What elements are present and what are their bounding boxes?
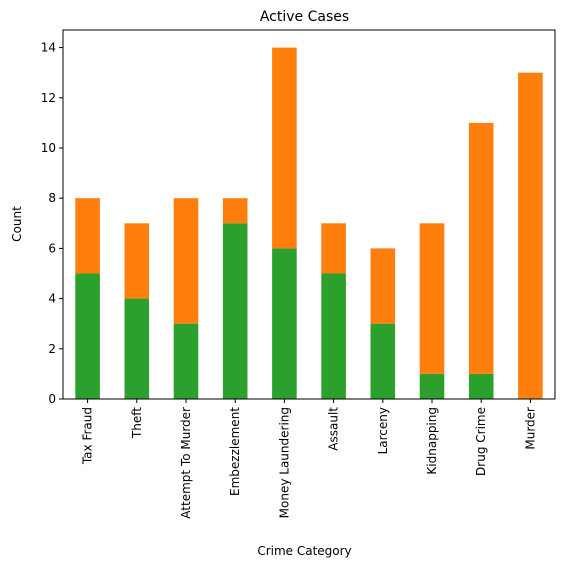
bar-segment-1	[173, 323, 199, 399]
x-tick-label: Attempt To Murder	[179, 407, 193, 519]
bar-segment-2	[468, 122, 494, 374]
bar-segment-1	[468, 373, 494, 399]
bar-segment-2	[75, 198, 100, 274]
x-tick-label: Theft	[130, 407, 144, 439]
x-tick-label: Tax Fraud	[81, 407, 95, 465]
x-tick-label: Money Laundering	[277, 407, 291, 518]
y-tick-label: 0	[48, 392, 56, 406]
bar-segment-2	[419, 223, 445, 374]
bar-segment-2	[272, 47, 297, 249]
bar-segment-1	[124, 298, 150, 399]
x-tick-label: Drug Crime	[474, 407, 488, 476]
y-tick-label: 8	[48, 191, 56, 205]
chart-title: Active Cases	[260, 9, 349, 25]
bar-segment-2	[321, 223, 346, 274]
x-tick-label: Assault	[327, 407, 341, 451]
bar-segment-1	[272, 248, 297, 399]
bar-segment-2	[370, 248, 396, 324]
bar-segment-2	[222, 198, 248, 224]
y-tick-label: 2	[48, 342, 56, 356]
x-tick-label: Embezzlement	[228, 407, 242, 496]
y-tick-label: 4	[48, 292, 56, 306]
bar-segment-1	[222, 223, 248, 399]
x-tick-label: Larceny	[376, 407, 390, 454]
bar-segment-2	[124, 223, 150, 299]
plot-frame	[62, 29, 556, 400]
bar-segment-1	[370, 323, 396, 399]
y-axis-ticks: 0 2 4 6 8 10 12 14	[41, 41, 63, 406]
x-axis-ticks: Tax Fraud Theft Attempt To Murder Embezzlem…	[81, 399, 537, 519]
y-tick-label: 6	[48, 241, 56, 255]
bar-segment-1	[419, 373, 445, 399]
x-tick-label: Kidnapping	[425, 407, 439, 475]
x-tick-label: Murder	[523, 407, 537, 450]
y-tick-label: 10	[41, 141, 56, 155]
bar-segment-2	[173, 198, 199, 324]
y-tick-label: 14	[41, 41, 56, 55]
bar-segment-2	[518, 72, 543, 400]
bar-segment-1	[321, 273, 346, 399]
y-axis-label: Count	[10, 206, 24, 242]
x-axis-label: Crime Category	[257, 544, 351, 558]
y-tick-label: 12	[41, 91, 56, 105]
bar-segment-1	[75, 273, 100, 399]
bars-layer	[75, 47, 543, 400]
